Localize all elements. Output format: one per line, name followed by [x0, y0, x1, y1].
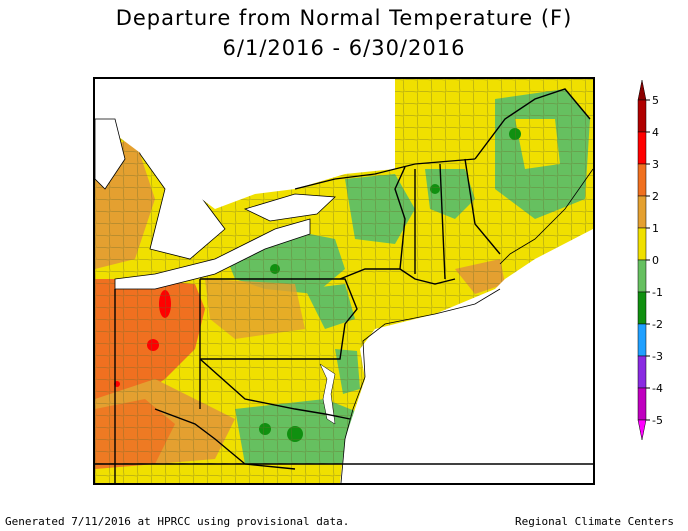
legend-tick-label: -4	[652, 382, 663, 395]
chesapeake-bay	[319, 363, 336, 425]
temperature-departure-map	[93, 77, 595, 485]
legend-tick-label: 1	[652, 222, 659, 235]
legend-tick-label: 2	[652, 190, 659, 203]
gulf-of-maine-coast	[499, 168, 593, 265]
canada-area	[95, 79, 395, 209]
lake-michigan-edge	[95, 118, 126, 190]
legend-bin	[637, 227, 647, 261]
legend-arrow-top	[637, 80, 647, 101]
map-title: Departure from Normal Temperature (F)	[115, 6, 573, 30]
color-legend: 5 4 3 2 1 0 -1 -2 -3 -4 -5	[637, 80, 663, 441]
legend-bin	[637, 323, 647, 357]
legend-bin	[637, 259, 647, 293]
legend-tick-label: 4	[652, 126, 659, 139]
legend-tick-label: -2	[652, 318, 663, 331]
atlantic-ocean	[340, 229, 593, 483]
legend-arrow-bottom	[637, 419, 647, 441]
legend-tick-label: -5	[652, 414, 663, 427]
legend-bin	[637, 99, 647, 133]
legend-tick-label: -1	[652, 286, 663, 299]
map-date-range: 6/1/2016 - 6/30/2016	[222, 36, 466, 60]
legend-tick-label: 3	[652, 158, 659, 171]
legend-bin	[637, 291, 647, 325]
generated-note: Generated 7/11/2016 at HPRCC using provi…	[5, 515, 350, 528]
legend-bin	[637, 387, 647, 421]
coastline	[340, 288, 501, 483]
intl-border	[294, 158, 476, 190]
legend-bin	[637, 163, 647, 197]
lake-erie	[114, 218, 311, 290]
source-credit: Regional Climate Centers	[515, 515, 674, 528]
lake-ontario	[243, 193, 336, 222]
state-borders	[95, 88, 593, 483]
legend-bin	[637, 355, 647, 389]
legend-bin	[637, 131, 647, 165]
legend-tick-label: 0	[652, 254, 659, 267]
legend-bin	[637, 195, 647, 229]
legend-tick-label: -3	[652, 350, 663, 363]
legend-tick-label: 5	[652, 94, 659, 107]
